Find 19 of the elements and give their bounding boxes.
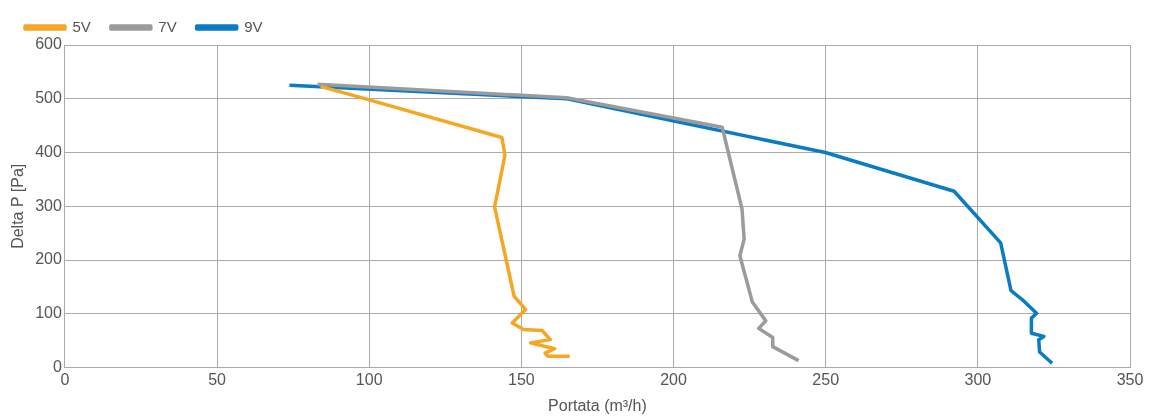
y-tick-label: 600 [35,35,62,53]
legend-label: 5V [72,17,91,35]
x-tick-label: 200 [660,370,687,388]
x-tick-label: 300 [964,370,992,388]
y-axis-title: Delta P [Pa] [9,163,27,249]
y-tick-label: 200 [35,250,62,268]
x-tick-label: 50 [208,370,227,388]
legend-label: 9V [244,17,263,35]
legend-label: 7V [158,17,177,35]
x-tick-label: 250 [812,370,840,388]
y-tick-label: 100 [35,304,62,322]
y-tick-label: 500 [35,89,62,107]
x-tick-label: 100 [355,370,383,388]
y-tick-label: 400 [35,142,62,160]
x-tick-label: 150 [508,370,535,388]
x-tick-label: 350 [1116,370,1144,388]
x-axis-title: Portata (m³/h) [548,396,647,414]
y-tick-label: 300 [35,196,62,214]
y-tick-label: 0 [52,358,62,376]
